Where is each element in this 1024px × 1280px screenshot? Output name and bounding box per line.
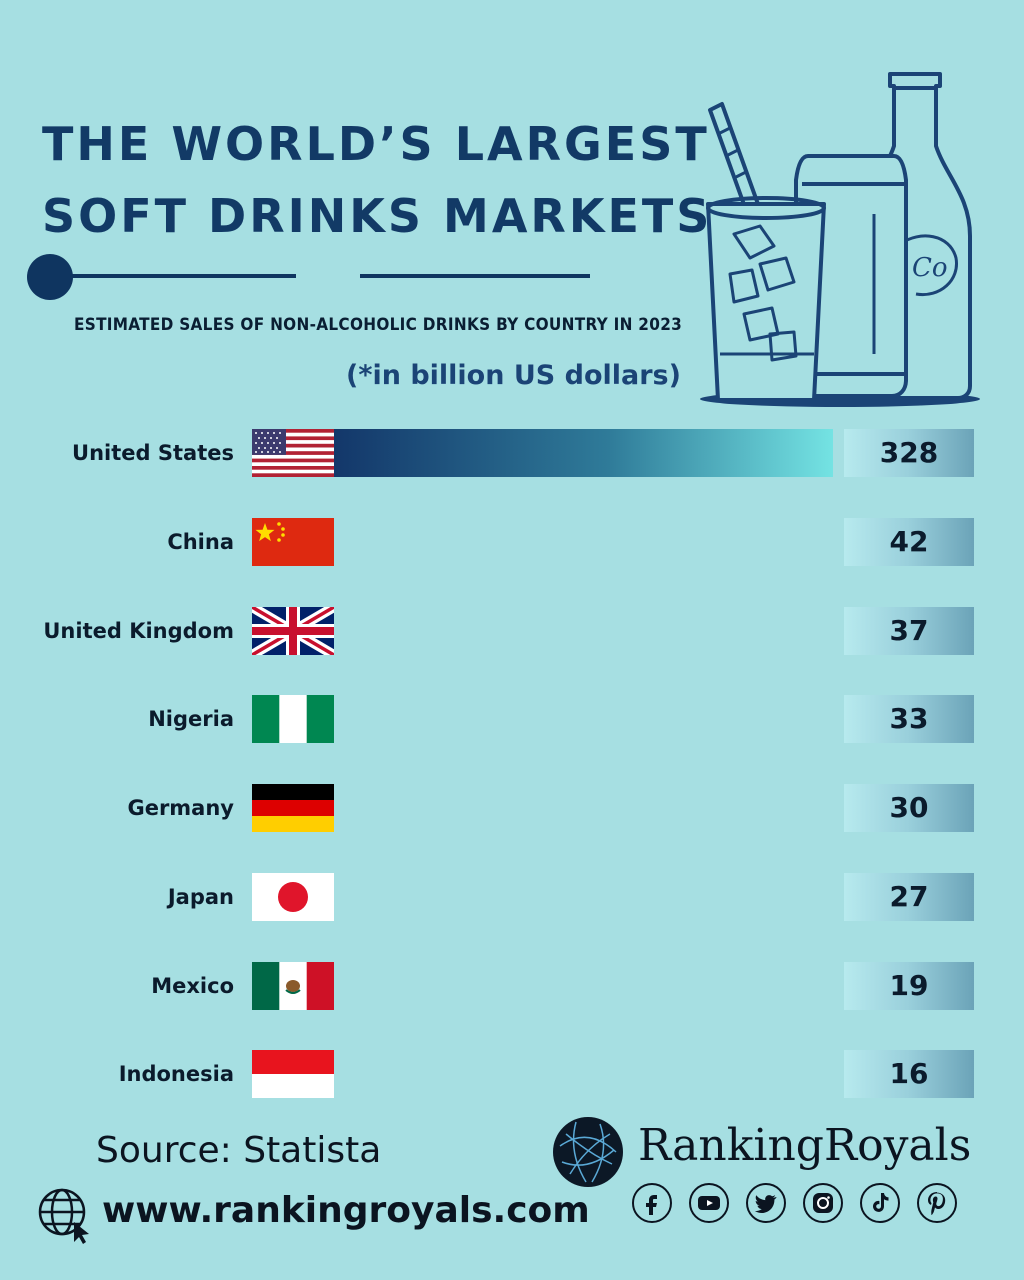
bar-row-nigeria: Nigeria 33 bbox=[0, 695, 1024, 743]
youtube-icon[interactable] bbox=[689, 1183, 729, 1223]
brand-name: RankingRoyals bbox=[638, 1120, 972, 1171]
uk-flag-icon bbox=[252, 607, 334, 655]
value-label: 19 bbox=[844, 962, 974, 1010]
brand-logo-icon bbox=[553, 1117, 623, 1187]
unit-note: (*in billion US dollars) bbox=[346, 360, 681, 391]
category-label: China bbox=[167, 530, 234, 554]
website-link[interactable]: www.rankingroyals.com bbox=[102, 1190, 590, 1231]
social-icons bbox=[630, 1183, 970, 1229]
source-note: Source: Statista bbox=[96, 1130, 382, 1171]
us-flag-icon bbox=[252, 429, 334, 477]
category-label: Indonesia bbox=[118, 1062, 234, 1086]
facebook-icon[interactable] bbox=[632, 1183, 672, 1223]
value-label: 33 bbox=[844, 695, 974, 743]
drinks-illustration-icon: Co bbox=[700, 72, 980, 407]
category-label: United Kingdom bbox=[43, 619, 234, 643]
germany-flag-icon bbox=[252, 784, 334, 832]
chart-subtitle: ESTIMATED SALES OF NON-ALCOHOLIC DRINKS … bbox=[74, 315, 683, 335]
category-label: Japan bbox=[167, 885, 234, 909]
bar-row-mexico: Mexico 19 bbox=[0, 962, 1024, 1010]
decorative-line-right bbox=[360, 274, 590, 278]
category-label: Mexico bbox=[151, 974, 234, 998]
title-line-2: SOFT DRINKS MARKETS bbox=[42, 189, 713, 243]
bar-row-germany: Germany 30 bbox=[0, 784, 1024, 832]
bar-row-united-kingdom: United Kingdom 37 bbox=[0, 607, 1024, 655]
decorative-line-left bbox=[70, 274, 296, 278]
value-label: 16 bbox=[844, 1050, 974, 1098]
bar-united-states bbox=[334, 429, 833, 477]
globe-cursor-icon bbox=[38, 1188, 89, 1244]
pinterest-icon[interactable] bbox=[917, 1183, 957, 1223]
nigeria-flag-icon bbox=[252, 695, 334, 743]
mexico-flag-icon bbox=[252, 962, 334, 1010]
value-label: 30 bbox=[844, 784, 974, 832]
decorative-circle bbox=[27, 254, 73, 300]
bar-row-china: China 42 bbox=[0, 518, 1024, 566]
indonesia-flag-icon bbox=[252, 1050, 334, 1098]
china-flag-icon bbox=[252, 518, 334, 566]
category-label: United States bbox=[72, 441, 234, 465]
value-label: 37 bbox=[844, 607, 974, 655]
title-line-1: THE WORLD’S LARGEST bbox=[42, 117, 710, 171]
category-label: Germany bbox=[127, 796, 234, 820]
value-label: 42 bbox=[844, 518, 974, 566]
instagram-icon[interactable] bbox=[803, 1183, 843, 1223]
bar-row-japan: Japan 27 bbox=[0, 873, 1024, 921]
bar-row-indonesia: Indonesia 16 bbox=[0, 1050, 1024, 1098]
svg-text:Co: Co bbox=[912, 253, 948, 283]
value-label: 27 bbox=[844, 873, 974, 921]
value-label: 328 bbox=[844, 429, 974, 477]
page-title: THE WORLD’S LARGEST SOFT DRINKS MARKETS bbox=[42, 108, 712, 252]
twitter-icon[interactable] bbox=[746, 1183, 786, 1223]
japan-flag-icon bbox=[252, 873, 334, 921]
category-label: Nigeria bbox=[148, 707, 234, 731]
bar-row-united-states: United States 328 bbox=[0, 429, 1024, 477]
tiktok-icon[interactable] bbox=[860, 1183, 900, 1223]
